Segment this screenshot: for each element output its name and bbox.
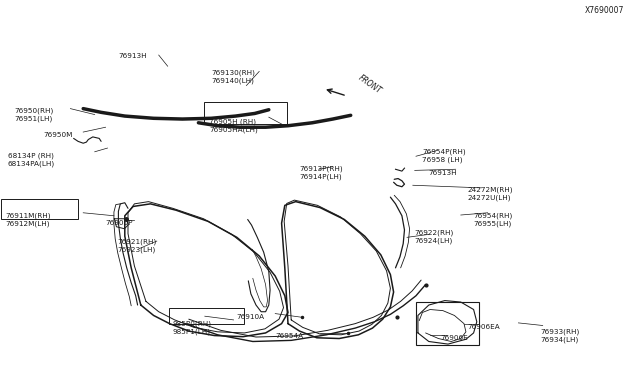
Text: 76921(RH)
76923(LH): 76921(RH) 76923(LH): [117, 239, 156, 253]
Text: 76922(RH)
76924(LH): 76922(RH) 76924(LH): [415, 230, 454, 244]
Text: 76933(RH)
76934(LH): 76933(RH) 76934(LH): [541, 328, 580, 343]
Text: 769130(RH)
769140(LH): 769130(RH) 769140(LH): [211, 70, 255, 84]
Text: FRONT: FRONT: [357, 74, 383, 96]
Text: 76911M(RH)
76912M(LH): 76911M(RH) 76912M(LH): [5, 213, 51, 227]
Text: 76900P: 76900P: [106, 220, 133, 226]
Text: X7690007: X7690007: [584, 6, 624, 15]
Text: 76954P(RH)
76958 (LH): 76954P(RH) 76958 (LH): [422, 148, 466, 163]
Text: 76950(RH)
76951(LH): 76950(RH) 76951(LH): [14, 108, 53, 122]
Text: 24272M(RH)
24272U(LH): 24272M(RH) 24272U(LH): [467, 187, 513, 201]
Text: 985P0(RH)
985P1(LH): 985P0(RH) 985P1(LH): [173, 321, 212, 335]
Text: 76913H: 76913H: [429, 170, 458, 176]
Text: 76906EA: 76906EA: [467, 324, 500, 330]
Text: 76905H (RH)
76905HA(LH): 76905H (RH) 76905HA(LH): [209, 118, 258, 133]
Bar: [1, 199, 78, 219]
Text: 76913P(RH)
76914P(LH): 76913P(RH) 76914P(LH): [300, 166, 343, 180]
Bar: [204, 102, 287, 124]
Text: 76954(RH)
76955(LH): 76954(RH) 76955(LH): [474, 212, 513, 227]
Text: 76950M: 76950M: [44, 132, 73, 138]
Text: 68134P (RH)
68134PA(LH): 68134P (RH) 68134PA(LH): [8, 153, 55, 167]
Bar: [416, 302, 479, 345]
Bar: [169, 308, 244, 324]
Text: 76906E: 76906E: [440, 335, 468, 341]
Text: 76954A: 76954A: [275, 333, 303, 339]
Text: 76913H: 76913H: [118, 53, 147, 59]
Text: 76910A: 76910A: [237, 314, 265, 320]
